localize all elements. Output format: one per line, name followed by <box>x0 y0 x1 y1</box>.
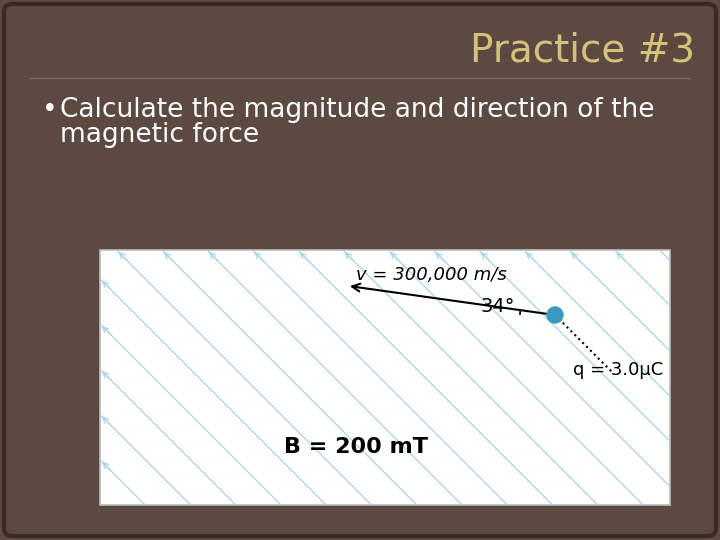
Text: Practice #3: Practice #3 <box>470 31 695 69</box>
Text: Calculate the magnitude and direction of the: Calculate the magnitude and direction of… <box>60 97 654 123</box>
Text: q = 3.0μC: q = 3.0μC <box>573 361 663 379</box>
Text: B = 200 mT: B = 200 mT <box>284 437 428 457</box>
Text: 34°: 34° <box>480 298 515 316</box>
Text: •: • <box>42 97 58 123</box>
Text: magnetic force: magnetic force <box>60 122 259 148</box>
Text: v = 300,000 m/s: v = 300,000 m/s <box>356 266 506 285</box>
FancyBboxPatch shape <box>4 4 716 536</box>
Bar <box>100 250 670 505</box>
Circle shape <box>547 307 563 323</box>
